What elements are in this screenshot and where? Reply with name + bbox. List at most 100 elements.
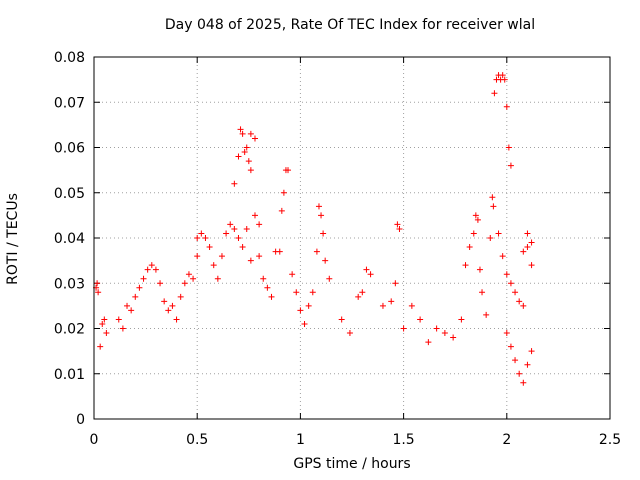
data-point xyxy=(520,379,527,386)
data-point xyxy=(97,343,104,350)
data-point xyxy=(237,126,244,133)
data-point xyxy=(128,307,135,314)
data-point xyxy=(450,334,457,341)
data-point xyxy=(177,293,184,300)
data-point xyxy=(400,325,407,332)
y-tick-label: 0.01 xyxy=(54,367,85,383)
data-point xyxy=(247,167,254,174)
data-point xyxy=(276,248,283,255)
data-point xyxy=(173,316,180,323)
data-point xyxy=(202,235,209,241)
data-point xyxy=(214,275,221,282)
data-point xyxy=(512,289,519,296)
data-point xyxy=(367,271,374,278)
data-point xyxy=(227,221,234,228)
x-axis-label: GPS time / hours xyxy=(293,456,411,472)
y-tick-label: 0 xyxy=(76,412,85,428)
data-point xyxy=(305,302,312,309)
data-point xyxy=(487,235,494,241)
data-point xyxy=(495,230,502,237)
chart-title: Day 048 of 2025, Rate Of TEC Index for r… xyxy=(164,17,536,33)
data-point xyxy=(474,216,481,223)
data-point xyxy=(136,284,143,291)
data-point xyxy=(289,271,296,278)
data-point xyxy=(301,320,308,327)
data-point xyxy=(256,221,263,228)
data-point xyxy=(346,330,353,337)
data-point xyxy=(491,90,498,97)
grid-lines xyxy=(94,57,610,419)
data-point xyxy=(425,339,432,346)
data-point xyxy=(268,293,275,300)
data-point xyxy=(181,280,188,287)
data-point xyxy=(507,280,514,287)
data-point xyxy=(524,230,531,237)
data-point xyxy=(243,225,250,232)
data-point xyxy=(256,253,263,260)
axis-ticks: 0 0.01 0.02 0.03 0.04 0.05 0.06 0.07 0.08 0 0.5 1 1.… xyxy=(54,50,621,448)
data-point xyxy=(144,266,151,273)
y-tick-label: 0.05 xyxy=(54,186,85,202)
data-point xyxy=(157,280,164,287)
data-point xyxy=(503,330,510,337)
data-point xyxy=(394,221,401,228)
y-tick-label: 0.06 xyxy=(54,141,85,157)
data-point xyxy=(503,271,510,278)
data-point xyxy=(223,230,230,237)
data-point xyxy=(417,316,424,323)
data-point xyxy=(489,194,496,201)
data-point xyxy=(466,244,473,251)
data-point xyxy=(243,144,250,151)
data-point xyxy=(512,357,519,364)
data-points xyxy=(93,72,535,386)
data-point xyxy=(338,316,345,323)
data-point xyxy=(476,266,483,273)
data-point xyxy=(363,266,370,273)
data-point xyxy=(396,225,403,232)
data-point xyxy=(293,289,300,296)
y-tick-label: 0.02 xyxy=(54,322,85,338)
data-point xyxy=(194,253,201,260)
data-point xyxy=(462,262,469,269)
y-tick-label: 0.03 xyxy=(54,276,85,292)
y-axis-label: ROTI / TECUs xyxy=(5,193,21,285)
data-point xyxy=(198,230,205,237)
x-tick-label: 0.5 xyxy=(186,432,208,448)
x-tick-label: 1.5 xyxy=(392,432,414,448)
data-point xyxy=(524,244,531,251)
data-point xyxy=(520,302,527,309)
data-point xyxy=(507,343,514,350)
data-point xyxy=(520,248,527,255)
data-point xyxy=(115,316,122,323)
data-point xyxy=(148,262,155,269)
data-point xyxy=(218,253,225,260)
data-point xyxy=(119,325,126,332)
data-point xyxy=(490,203,497,210)
data-point xyxy=(441,330,448,337)
data-point xyxy=(359,289,366,296)
data-point xyxy=(185,271,192,278)
data-point xyxy=(499,72,506,79)
data-point xyxy=(503,103,510,110)
data-point xyxy=(408,302,415,309)
data-point xyxy=(235,235,242,241)
data-point xyxy=(260,275,267,282)
data-point xyxy=(309,289,316,296)
data-point xyxy=(479,289,486,296)
data-point xyxy=(278,207,285,214)
data-point xyxy=(507,162,514,169)
data-point xyxy=(501,76,508,83)
data-point xyxy=(161,298,168,305)
y-tick-label: 0.08 xyxy=(54,50,85,66)
data-point xyxy=(516,370,523,377)
data-point xyxy=(472,212,479,219)
data-point xyxy=(433,325,440,332)
data-point xyxy=(528,262,535,269)
data-point xyxy=(458,316,465,323)
data-point xyxy=(297,307,304,314)
data-point xyxy=(326,275,333,282)
y-tick-label: 0.07 xyxy=(54,95,85,111)
data-point xyxy=(152,266,159,273)
data-point xyxy=(285,167,292,174)
